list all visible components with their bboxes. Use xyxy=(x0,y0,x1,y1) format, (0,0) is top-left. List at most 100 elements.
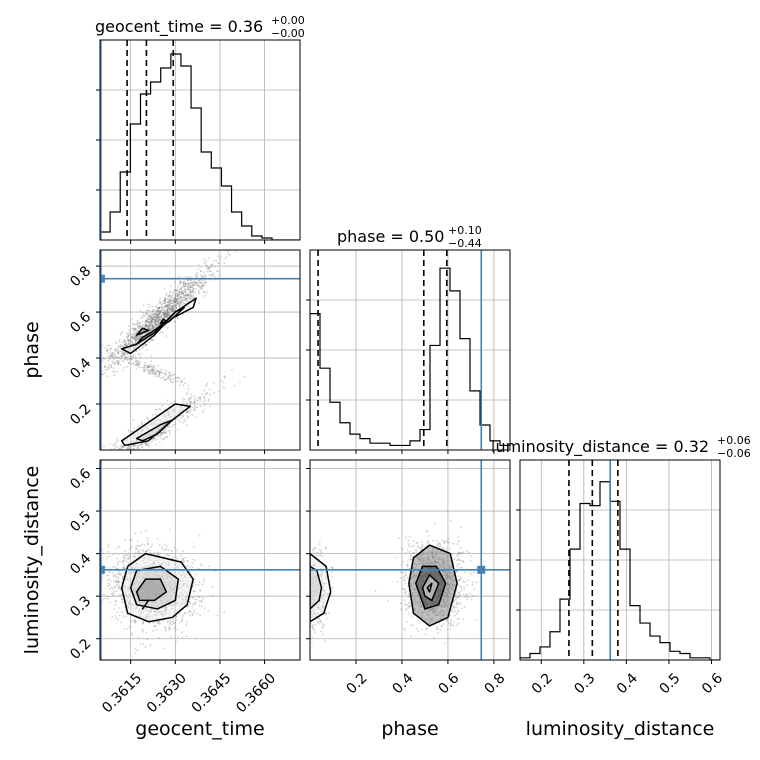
sample-point xyxy=(62,485,64,487)
sample-point xyxy=(149,326,152,329)
sample-point xyxy=(108,584,111,587)
sample-point xyxy=(166,426,169,429)
sample-point xyxy=(193,408,196,410)
sample-point xyxy=(186,391,189,394)
sample-point xyxy=(175,300,178,303)
sample-point xyxy=(178,305,181,308)
sample-point xyxy=(145,443,148,446)
sample-point xyxy=(193,284,195,287)
sample-point xyxy=(112,362,115,364)
sample-point xyxy=(134,337,137,340)
sample-point xyxy=(104,366,106,369)
sample-point xyxy=(122,350,125,353)
sample-point xyxy=(110,452,112,454)
sample-point xyxy=(194,282,197,285)
sample-point xyxy=(133,448,136,450)
sample-point xyxy=(190,297,193,300)
sample-point xyxy=(206,392,209,395)
sample-point xyxy=(177,305,180,308)
sample-point xyxy=(137,549,140,551)
sample-point xyxy=(197,396,199,399)
sample-point xyxy=(130,621,133,623)
sample-point xyxy=(142,369,145,372)
sample-point xyxy=(160,310,162,313)
sample-point xyxy=(160,302,162,305)
sample-point xyxy=(155,367,158,369)
sample-point xyxy=(166,304,169,306)
sample-point xyxy=(185,393,188,396)
sample-point xyxy=(118,339,121,341)
sample-point xyxy=(181,292,183,295)
sample-point xyxy=(94,375,96,377)
sample-point xyxy=(192,409,195,412)
sample-point xyxy=(188,282,190,285)
sample-point xyxy=(162,620,164,622)
sample-point xyxy=(115,466,117,468)
sample-point xyxy=(307,590,309,592)
sample-point xyxy=(186,294,189,297)
sample-point xyxy=(135,547,138,550)
sample-point xyxy=(127,447,130,450)
sample-point xyxy=(122,454,124,456)
sample-point xyxy=(193,590,196,593)
sample-point xyxy=(132,447,135,450)
sample-point xyxy=(119,364,122,367)
sample-point xyxy=(179,282,182,285)
sample-point xyxy=(216,614,219,617)
sample-point xyxy=(171,374,173,377)
sample-point xyxy=(114,576,117,579)
sample-point xyxy=(167,377,170,380)
sample-point xyxy=(172,307,175,310)
sample-point xyxy=(189,565,192,568)
sample-point xyxy=(146,549,149,552)
sample-point xyxy=(149,315,152,317)
sample-point xyxy=(156,314,158,316)
sample-point xyxy=(154,318,157,321)
sample-point xyxy=(152,326,155,328)
sample-point xyxy=(106,349,108,352)
sample-point xyxy=(137,366,140,368)
sample-point xyxy=(108,349,111,351)
sample-point xyxy=(211,274,213,277)
sample-point xyxy=(147,327,150,330)
sample-point xyxy=(153,309,156,312)
sample-point xyxy=(178,290,181,293)
sample-point xyxy=(107,462,109,464)
sample-point xyxy=(108,456,110,458)
sample-point xyxy=(305,612,307,614)
sample-point xyxy=(105,476,107,478)
sample-point xyxy=(201,411,204,414)
title-luminosity-distance: luminosity_distance = 0.32 xyxy=(491,437,709,457)
sample-point xyxy=(185,297,188,300)
sample-point xyxy=(170,308,173,310)
sample-point xyxy=(140,326,142,329)
sample-point xyxy=(169,306,172,309)
sample-point xyxy=(185,299,188,302)
sample-point xyxy=(114,443,117,445)
sample-point xyxy=(318,617,321,620)
sample-point xyxy=(173,400,176,403)
sample-point xyxy=(154,326,157,329)
sample-point xyxy=(141,346,144,348)
sample-point xyxy=(170,297,173,300)
sample-point xyxy=(162,376,164,379)
sample-point xyxy=(185,294,188,296)
sample-point xyxy=(116,575,118,578)
sample-point xyxy=(157,322,160,325)
sample-point xyxy=(143,369,146,371)
sample-point xyxy=(147,328,150,330)
sample-point xyxy=(175,306,178,309)
sample-point xyxy=(120,455,122,457)
sample-point xyxy=(183,398,186,401)
sample-point xyxy=(156,309,159,312)
sample-point xyxy=(129,445,132,448)
sample-point xyxy=(200,287,203,290)
sample-point xyxy=(103,371,106,374)
sample-point xyxy=(157,370,159,373)
sample-point xyxy=(155,438,158,441)
sample-point xyxy=(115,583,118,586)
sample-point xyxy=(190,401,193,403)
sample-point xyxy=(135,338,138,341)
sample-point xyxy=(180,554,182,557)
sample-point xyxy=(188,408,191,411)
